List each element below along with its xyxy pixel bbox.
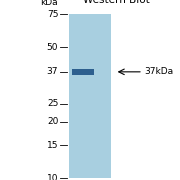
Text: 15: 15 <box>47 141 58 150</box>
Text: 37kDa: 37kDa <box>145 67 174 76</box>
Text: 25: 25 <box>47 99 58 108</box>
Text: 10: 10 <box>47 174 58 180</box>
Text: kDa: kDa <box>41 0 58 7</box>
Text: 75: 75 <box>47 10 58 19</box>
Text: 37: 37 <box>47 67 58 76</box>
Bar <box>69 14 111 178</box>
Text: 50: 50 <box>47 43 58 52</box>
Text: Western Blot: Western Blot <box>83 0 150 4</box>
Text: 20: 20 <box>47 117 58 126</box>
Bar <box>72 69 94 75</box>
